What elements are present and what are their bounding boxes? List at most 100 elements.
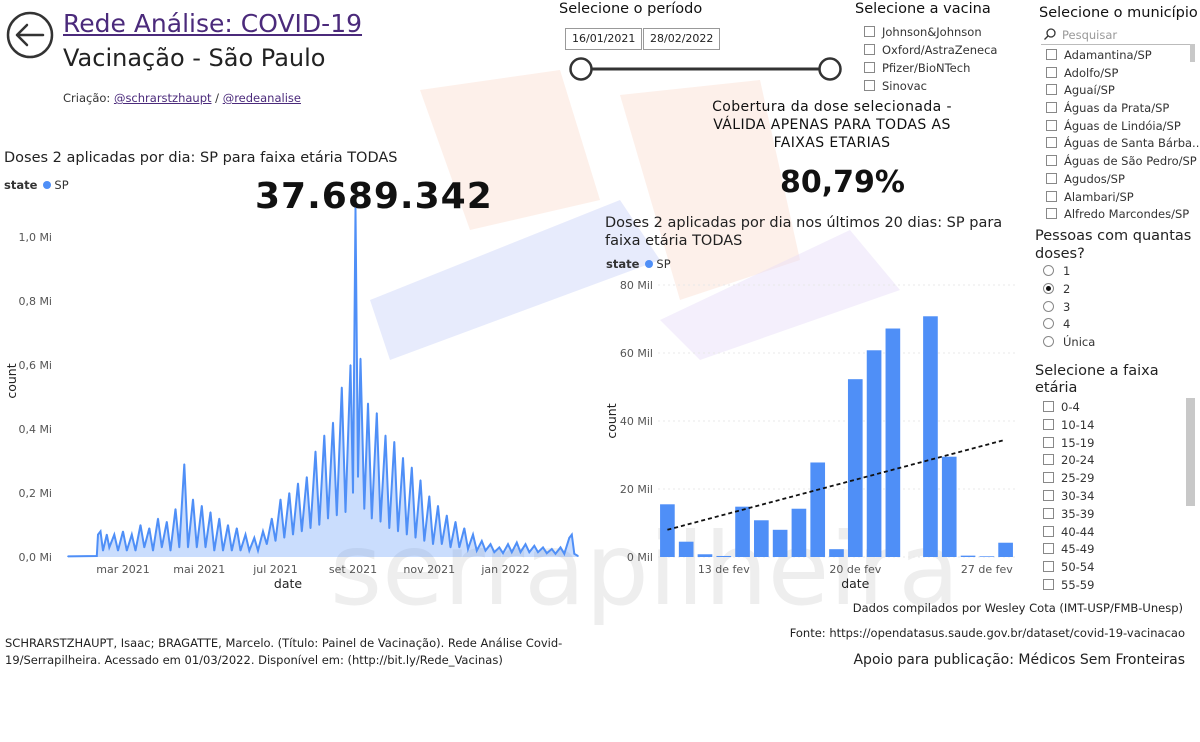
municipio-item[interactable]: Adamantina/SP: [1046, 47, 1200, 65]
faixa-label: 40-44: [1061, 524, 1095, 539]
checkbox-icon[interactable]: [1046, 119, 1057, 131]
checkbox-icon[interactable]: [1043, 454, 1054, 466]
municipio-item[interactable]: Águas de Santa Bárba...: [1046, 135, 1200, 153]
checkbox-icon[interactable]: [1043, 543, 1054, 555]
faixa-item[interactable]: 40-44: [1043, 524, 1094, 542]
checkbox-icon[interactable]: [1046, 102, 1057, 114]
checkbox-icon[interactable]: [864, 80, 875, 91]
checkbox-icon[interactable]: [1043, 578, 1054, 590]
data-point: [463, 527, 466, 529]
checkbox-icon[interactable]: [864, 26, 875, 37]
vaccine-option[interactable]: Johnson&Johnson: [864, 23, 997, 41]
checkbox-icon[interactable]: [1043, 507, 1054, 519]
last-20-days-bar-chart[interactable]: 0 Mil 20 Mil 40 Mil 60 Mil 80 Mil 13 de fev 20…: [600, 270, 1020, 595]
municipio-item[interactable]: Águas de Lindóia/SP: [1046, 118, 1200, 136]
checkbox-icon[interactable]: [864, 44, 875, 55]
checkbox-icon[interactable]: [1046, 137, 1057, 149]
daily-doses-area-chart[interactable]: 0,0 Mi 0,2 Mi 0,4 Mi 0,6 Mi 0,8 Mi 1,0 Mi mar …: [0, 195, 590, 595]
data-point: [402, 457, 404, 459]
municipio-item[interactable]: Adolfo/SP: [1046, 65, 1200, 83]
radio-icon[interactable]: [1043, 265, 1054, 276]
faixa-item[interactable]: 55-59: [1043, 577, 1094, 591]
doses-option[interactable]: 4: [1043, 316, 1095, 334]
faixa-item[interactable]: 10-14: [1043, 417, 1094, 435]
faixa-item[interactable]: 50-54: [1043, 559, 1094, 577]
checkbox-icon[interactable]: [864, 62, 875, 73]
faixa-item[interactable]: 15-19: [1043, 435, 1094, 453]
doses-option[interactable]: 3: [1043, 299, 1095, 317]
data-point: [428, 495, 431, 498]
checkbox-icon[interactable]: [1046, 49, 1057, 60]
dashboard-title-link[interactable]: Rede Análise: COVID-19: [63, 9, 363, 38]
radio-icon[interactable]: [1043, 318, 1054, 330]
left-chart-legend[interactable]: state SP: [4, 178, 69, 192]
faixa-item[interactable]: 30-34: [1043, 488, 1094, 506]
y-tick-label: 0,6 Mi: [18, 359, 52, 372]
municipio-item[interactable]: Águas da Prata/SP: [1046, 100, 1200, 118]
checkbox-icon[interactable]: [1043, 401, 1054, 412]
checkbox-icon[interactable]: [1043, 472, 1054, 484]
checkbox-icon[interactable]: [1046, 172, 1057, 184]
doses-option[interactable]: Única: [1043, 334, 1095, 352]
left-chart-heading: Doses 2 aplicadas por dia: SP para faixa…: [4, 150, 398, 166]
checkbox-icon[interactable]: [1043, 418, 1054, 430]
municipio-search-input[interactable]: Pesquisar: [1041, 25, 1194, 45]
faixa-item[interactable]: 45-49: [1043, 541, 1094, 559]
bar: [735, 506, 750, 557]
municipio-item[interactable]: Águas de São Pedro/SP: [1046, 153, 1200, 171]
data-point: [265, 543, 268, 545]
checkbox-icon[interactable]: [1043, 436, 1054, 448]
checkbox-icon[interactable]: [1046, 155, 1057, 167]
data-point: [542, 546, 544, 549]
data-point: [502, 552, 504, 554]
data-point: [318, 524, 321, 526]
faixa-item[interactable]: 25-29: [1043, 470, 1094, 488]
author-link-schrarstzhaupt[interactable]: @schrarstzhaupt: [113, 91, 212, 105]
author-link-redeanalise[interactable]: @redeanalise: [222, 91, 301, 105]
credits-separator: /: [215, 91, 220, 105]
municipio-item[interactable]: Aguaí/SP: [1046, 82, 1200, 100]
end-date-input[interactable]: 28/02/2022: [643, 28, 721, 50]
checkbox-icon[interactable]: [1043, 561, 1054, 573]
checkbox-icon[interactable]: [1046, 84, 1057, 96]
data-point: [270, 517, 273, 520]
faixa-scrollbar[interactable]: [1186, 398, 1195, 506]
doses-option[interactable]: 2: [1043, 281, 1095, 299]
vaccine-option[interactable]: Oxford/AstraZeneca: [864, 41, 997, 59]
radio-icon[interactable]: [1043, 336, 1054, 348]
faixa-item[interactable]: 35-39: [1043, 506, 1094, 524]
citation-text: SCHRARSTZHAUPT, Isaac; BRAGATTE, Marcelo…: [5, 635, 562, 669]
checkbox-icon[interactable]: [1046, 208, 1057, 220]
data-point: [200, 505, 203, 507]
slider-handle-end[interactable]: [818, 57, 842, 81]
data-point: [349, 364, 352, 366]
data-point: [218, 517, 221, 520]
radio-icon[interactable]: [1043, 300, 1054, 312]
municipio-item[interactable]: Alambari/SP: [1046, 189, 1200, 207]
bar: [960, 555, 976, 557]
data-point: [367, 402, 369, 405]
checkbox-icon[interactable]: [1043, 489, 1054, 501]
back-arrow-icon[interactable]: [5, 10, 55, 60]
vaccine-option[interactable]: Pfizer/BioNTech: [864, 59, 997, 77]
faixa-item[interactable]: 0-4: [1043, 399, 1094, 417]
municipio-item[interactable]: Alfredo Marcondes/SP: [1046, 206, 1200, 224]
right-chart-legend[interactable]: state SP: [606, 257, 671, 271]
start-date-input[interactable]: 16/01/2021: [565, 28, 643, 50]
checkbox-icon[interactable]: [1043, 525, 1054, 537]
radio-selected-icon[interactable]: [1043, 282, 1054, 294]
bar: [847, 379, 863, 557]
vaccine-option[interactable]: Sinovac: [864, 77, 997, 95]
data-point: [563, 553, 566, 555]
municipio-scrollbar[interactable]: [1190, 44, 1195, 62]
checkbox-icon[interactable]: [1046, 190, 1057, 202]
data-point: [493, 551, 496, 553]
faixa-item[interactable]: 20-24: [1043, 452, 1094, 470]
period-slider[interactable]: [566, 55, 846, 83]
slider-handle-start[interactable]: [569, 57, 593, 81]
municipio-item[interactable]: Agudos/SP: [1046, 171, 1200, 189]
doses-option[interactable]: 1: [1043, 263, 1095, 281]
checkbox-icon[interactable]: [1046, 66, 1057, 78]
data-point: [363, 508, 366, 510]
doses-option-label: 4: [1063, 317, 1071, 332]
